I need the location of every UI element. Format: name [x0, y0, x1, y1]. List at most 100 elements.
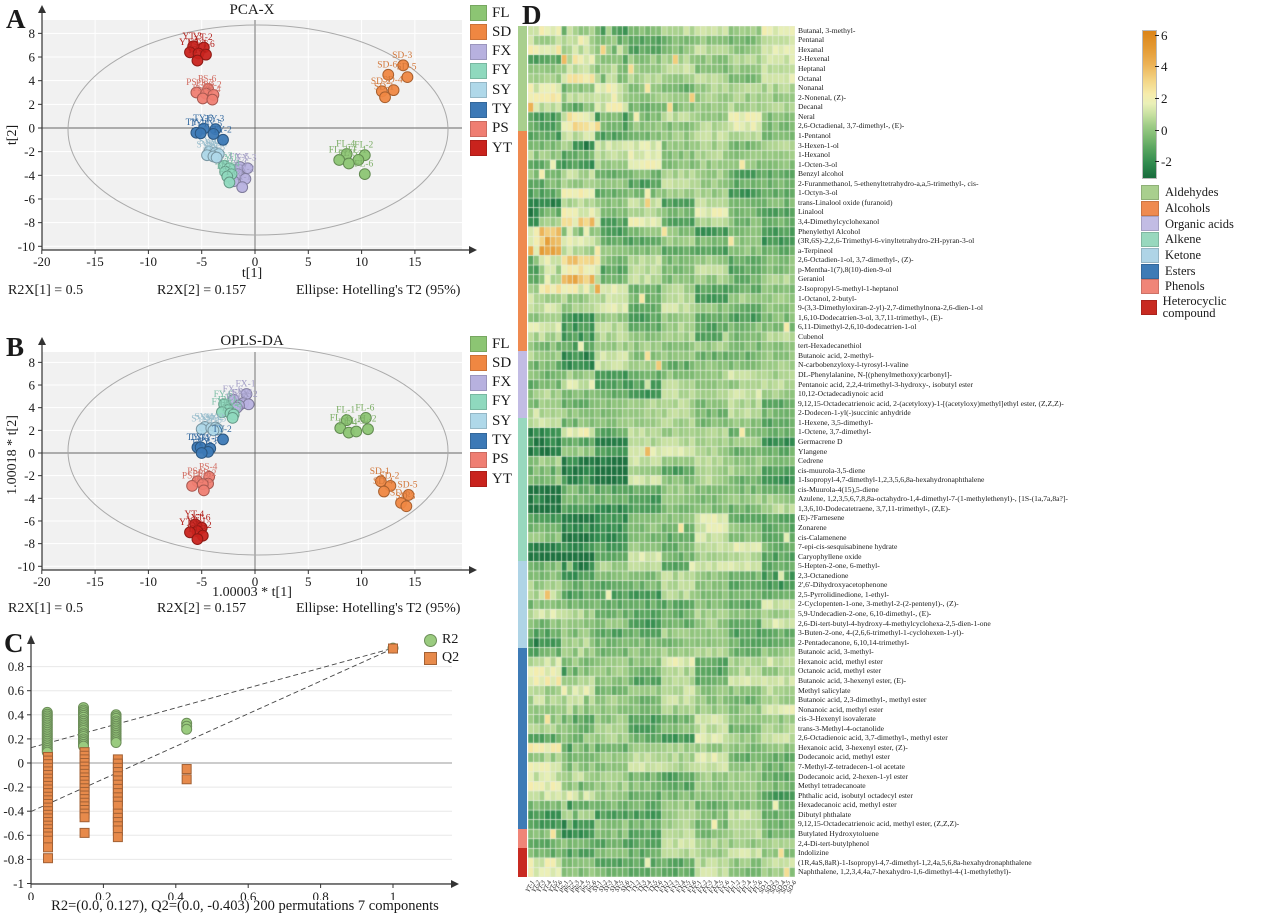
data-point-label: SD-6 — [377, 60, 397, 70]
legend-label: Ketone — [1165, 248, 1202, 263]
data-point-label: FX-6 — [223, 385, 243, 395]
panel-b-title: OPLS-DA — [220, 333, 284, 349]
data-point — [191, 54, 204, 67]
row-label: p-Mentha-1(7),8(10)-dien-9-ol — [798, 264, 892, 274]
data-point — [217, 433, 229, 446]
x-axis-arrow — [469, 246, 477, 254]
category-legend-item-aldehydes: Aldehydes — [1141, 185, 1218, 200]
data-point-label: TY-1 — [187, 433, 207, 443]
r2-point — [110, 737, 122, 749]
r2-marker-icon — [424, 633, 437, 647]
y-axis-arrow — [38, 5, 46, 13]
row-label: Hexanal — [798, 44, 824, 54]
q2-point — [43, 853, 54, 864]
q2-point — [79, 827, 90, 838]
row-label: 10,12-Octadecadiynoic acid — [798, 389, 884, 399]
colorbar-tick-mark — [1155, 129, 1159, 131]
row-label: Caryophyllene oxide — [798, 551, 862, 561]
legend-item-fy: FY — [470, 393, 511, 410]
colorbar-tick-mark — [1155, 66, 1159, 68]
legend-swatch — [1141, 185, 1159, 200]
legend-label: FX — [492, 43, 512, 60]
data-point-label: SY-1 — [191, 415, 210, 425]
row-label: Pentanal — [798, 35, 825, 45]
data-point-label: YT-5 — [179, 518, 199, 528]
legend-swatch — [470, 101, 487, 118]
tick-label: 6 — [29, 50, 36, 65]
legend-item-fl: FL — [470, 336, 510, 352]
row-label: 1-Isopropyl-4,7-dimethyl-1,2,3,5,6,8a-he… — [798, 475, 985, 485]
panel-a-letter: A — [6, 4, 26, 34]
row-label: Butanoic acid, 2-methyl- — [798, 350, 874, 360]
colorbar-tick-label: 0 — [1161, 122, 1168, 138]
data-point-label: SD-5 — [396, 63, 416, 73]
q2-point — [79, 812, 90, 823]
row-label: 2-Furanmethanol, 5-ethenyltetrahydro-a,a… — [798, 178, 979, 188]
tick-label: -5 — [196, 254, 207, 269]
row-label: tert-Hexadecanethiol — [798, 341, 862, 351]
data-point-label: FL-6 — [355, 403, 374, 413]
tick-label: 0.2 — [8, 731, 24, 746]
data-point — [387, 84, 400, 97]
data-point-label: FY-3 — [223, 400, 242, 410]
tick-label: 2 — [29, 423, 36, 438]
row-label: cis-3-Hexenyl isovalerate — [798, 714, 876, 724]
tick-label: 4 — [29, 73, 36, 88]
tick-label: -20 — [33, 254, 50, 269]
legend-label: FL — [492, 335, 510, 352]
tick-label: 15 — [408, 254, 421, 269]
colorbar-tick-mark — [1155, 97, 1159, 99]
category-strip-alkene — [518, 418, 527, 562]
y-axis-label: 1.00018 * t[2] — [5, 415, 20, 495]
data-point-label: FL-2 — [354, 141, 373, 151]
row-label: 9,12,15-Octadecatrienoic acid, 2-(acetyl… — [798, 398, 1064, 408]
tick-label: -1 — [13, 876, 24, 891]
row-label: Hexanoic acid, 3-hexenyl ester, (Z)- — [798, 742, 908, 752]
row-label: 2,5-Pyrrolidinedione, 1-ethyl- — [798, 589, 889, 599]
data-point-label: SY-4 — [208, 140, 227, 150]
q2-point — [388, 643, 398, 654]
row-label: 9-(3,3-Dimethyloxiran-2-yl)-2,7-dimethyl… — [798, 303, 983, 313]
tick-label: 1 — [390, 889, 397, 900]
category-legend-item-alkene: Alkene — [1141, 232, 1201, 248]
tick-label: 0.4 — [168, 889, 185, 900]
data-point — [210, 151, 223, 164]
tick-label: 0 — [29, 446, 36, 461]
category-strip-alcohols — [518, 131, 527, 352]
panel-a-footer-r2x1: R2X[1] = 0.5 — [8, 283, 84, 298]
row-label: cis-Muurola-4(15),5-diene — [798, 484, 879, 494]
tick-label: 0.2 — [95, 889, 111, 900]
data-point-label: PS-2 — [198, 469, 217, 479]
legend-swatch — [470, 374, 487, 391]
row-label: Azulene, 1,2,3,5,6,7,8,8a-octahydro-1,4-… — [798, 494, 1068, 504]
panel-c-letter: C — [4, 628, 24, 658]
tick-label: 0 — [29, 121, 36, 136]
data-point — [401, 71, 414, 84]
legend-item-sd: SD — [470, 24, 511, 41]
data-point — [402, 489, 415, 501]
regression-line — [30, 648, 394, 812]
data-point-label: FY-2 — [220, 399, 239, 409]
data-point-label: PS-1 — [182, 471, 201, 481]
row-label: Ylangene — [798, 446, 828, 456]
legend-swatch — [470, 62, 487, 79]
legend-swatch — [470, 336, 487, 352]
legend-label: TY — [492, 432, 512, 448]
row-label: Germacrene D — [798, 436, 843, 446]
legend-item-sd: SD — [470, 355, 511, 372]
colorbar-tick-mark — [1155, 161, 1159, 163]
tick-label: -0.4 — [3, 804, 24, 819]
data-point — [358, 168, 371, 181]
data-point-label: FY-4 — [211, 398, 230, 408]
data-point-label: PS-2 — [203, 80, 222, 90]
legend-label: Heterocyclic compound — [1162, 293, 1227, 321]
panel-b-footer-r2x1: R2X[1] = 0.5 — [8, 601, 84, 616]
data-point-label: FX-5 — [229, 153, 249, 163]
legend-swatch — [1141, 263, 1159, 279]
y-axis-arrow — [38, 337, 46, 345]
data-point-label: SD-3 — [392, 51, 412, 61]
tick-label: 5 — [305, 254, 312, 269]
data-point-label: FL-1 — [348, 145, 367, 155]
data-point-label: FL-3 — [330, 414, 349, 424]
data-point — [359, 411, 372, 424]
